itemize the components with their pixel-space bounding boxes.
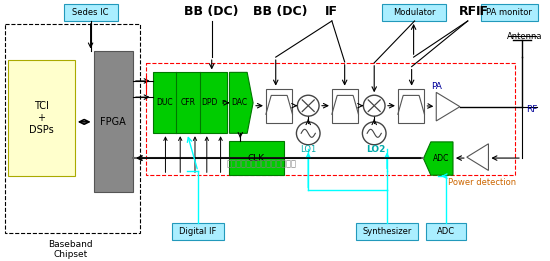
Bar xyxy=(426,223,466,240)
Bar xyxy=(229,141,284,175)
Bar xyxy=(398,88,425,123)
Bar xyxy=(94,51,133,192)
Text: PA: PA xyxy=(431,82,442,91)
Bar xyxy=(332,88,359,123)
Text: Modulator: Modulator xyxy=(393,8,436,17)
Bar xyxy=(266,88,293,123)
Polygon shape xyxy=(424,142,453,175)
Text: IF: IF xyxy=(326,5,338,18)
Text: TCI
+
DSPs: TCI + DSPs xyxy=(29,102,54,135)
Bar xyxy=(64,4,118,21)
Text: BB (DC): BB (DC) xyxy=(184,5,239,18)
Text: DPD: DPD xyxy=(201,98,218,107)
Text: Synthesizer: Synthesizer xyxy=(362,227,412,236)
Text: RF: RF xyxy=(459,5,477,18)
Polygon shape xyxy=(229,72,253,133)
Bar xyxy=(481,4,538,21)
Text: 参考资料：德州仪器，招商电子: 参考资料：德州仪器，招商电子 xyxy=(227,159,296,168)
Text: Power detection: Power detection xyxy=(448,178,516,187)
Text: IF: IF xyxy=(476,5,489,18)
Bar xyxy=(153,72,228,133)
Text: LO2: LO2 xyxy=(366,145,386,154)
Bar xyxy=(5,24,140,233)
Text: BB (DC): BB (DC) xyxy=(254,5,308,18)
Text: CFR: CFR xyxy=(180,98,196,107)
Text: CLK: CLK xyxy=(248,153,265,163)
Bar xyxy=(8,60,75,176)
Text: ADC: ADC xyxy=(433,154,449,163)
Bar xyxy=(146,63,515,175)
Text: RF: RF xyxy=(526,105,537,114)
Text: IF: IF xyxy=(222,100,227,105)
Bar xyxy=(382,4,446,21)
Bar xyxy=(172,223,223,240)
Text: ADC: ADC xyxy=(437,227,455,236)
Text: LO1: LO1 xyxy=(300,145,316,154)
Text: DAC: DAC xyxy=(232,98,248,107)
Text: PA monitor: PA monitor xyxy=(486,8,532,17)
Text: Baseband
Chipset: Baseband Chipset xyxy=(48,240,93,259)
Text: DUC: DUC xyxy=(156,98,173,107)
Text: Sedes IC: Sedes IC xyxy=(73,8,109,17)
Bar xyxy=(356,223,417,240)
Text: Antenna: Antenna xyxy=(507,32,543,41)
Text: FPGA: FPGA xyxy=(100,117,126,127)
Text: Digital IF: Digital IF xyxy=(179,227,217,236)
